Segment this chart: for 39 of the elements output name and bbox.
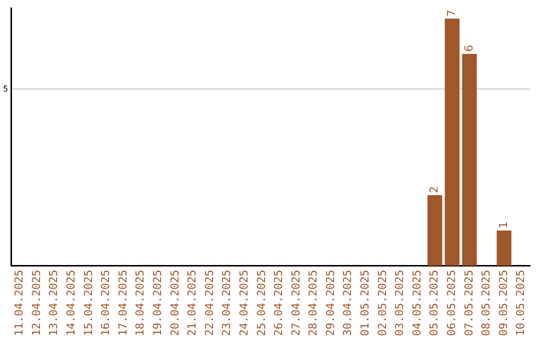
x-tick-label: 11.04.2025 [12,270,26,336]
data-label: 1 [496,221,510,228]
x-tick-label: 25.04.2025 [254,270,268,336]
data-label: 6 [462,44,476,52]
bar [428,195,442,266]
x-tick-label: 28.04.2025 [306,270,320,336]
x-tick-label: 13.04.2025 [47,270,60,336]
bar [444,18,460,266]
x-tick-label: 23.04.2025 [220,270,234,336]
x-tick-label: 26.04.2025 [272,270,286,336]
x-tick-label: 04.05.2025 [410,270,424,336]
x-tick-label: 20.04.2025 [168,270,182,336]
x-tick-label: 07.05.2025 [462,270,476,336]
x-tick-label: 27.04.2025 [289,270,302,336]
x-tick-label: 06.05.2025 [445,270,458,336]
data-label: 7 [445,10,458,17]
x-tick-label: 14.04.2025 [64,270,78,336]
x-tick-label: 01.05.2025 [358,270,372,336]
x-tick-label: 09.05.2025 [496,270,510,336]
x-tick-label: 22.04.2025 [202,270,216,336]
x-tick-label: 12.04.2025 [30,270,43,336]
bar [462,54,477,266]
x-tick-label: 05.05.2025 [428,270,441,336]
x-tick-label: 29.04.2025 [324,270,337,336]
x-tick-label: 10.05.2025 [514,270,528,336]
x-tick-label: 21.04.2025 [186,270,199,336]
x-tick-label: 30.04.2025 [341,270,354,336]
x-tick-label: 02.05.2025 [376,270,389,336]
x-tick-label: 19.04.2025 [150,270,164,336]
x-tick-label: 24.04.2025 [237,270,250,336]
data-label: 2 [428,186,441,194]
x-tick-label: 08.05.2025 [480,270,493,336]
y-tick-label: 5 [2,84,8,94]
bar [496,230,512,266]
x-tick-label: 15.04.2025 [82,270,95,336]
x-tick-label: 17.04.2025 [116,270,130,336]
x-tick-label: 16.04.2025 [99,270,112,336]
x-tick-label: 03.05.2025 [393,270,406,336]
x-tick-label: 18.04.2025 [134,270,147,336]
